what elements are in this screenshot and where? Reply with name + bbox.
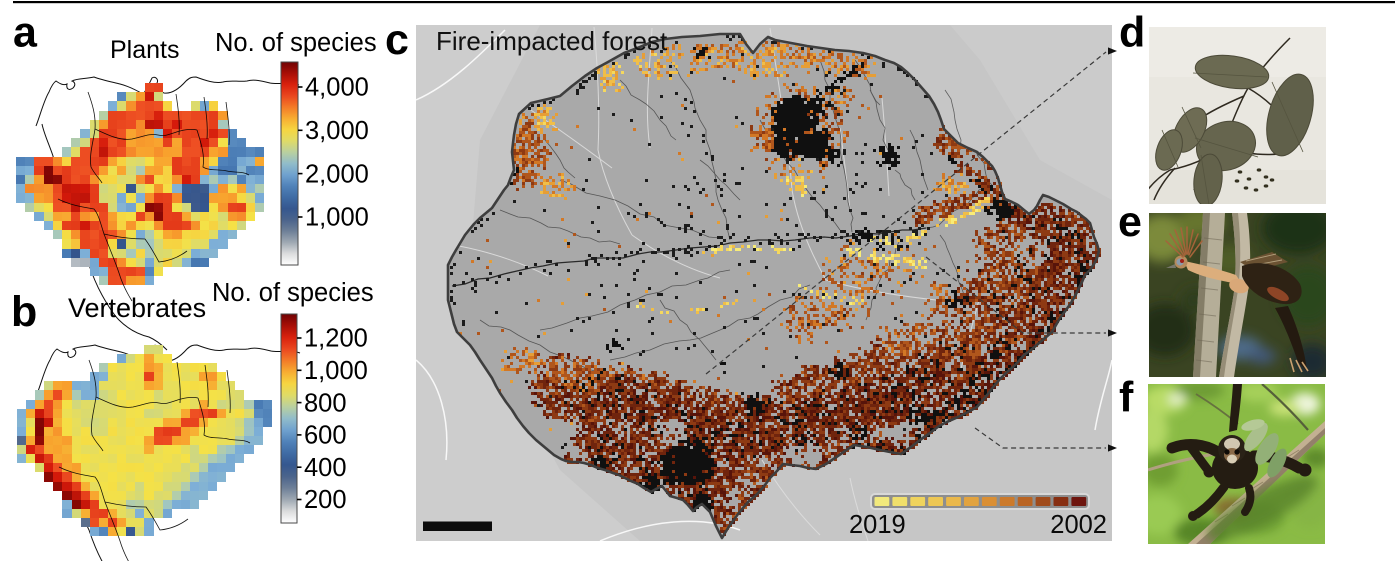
svg-text:3,000: 3,000 (305, 117, 369, 145)
svg-text:4,000: 4,000 (305, 74, 369, 102)
svg-text:Vertebrates: Vertebrates (68, 293, 206, 323)
svg-text:400: 400 (304, 454, 347, 482)
svg-text:d: d (1119, 9, 1145, 57)
svg-text:Plants: Plants (110, 36, 179, 64)
svg-text:600: 600 (304, 422, 347, 450)
svg-text:f: f (1119, 374, 1134, 422)
svg-text:200: 200 (304, 486, 347, 514)
svg-text:1,000: 1,000 (305, 204, 369, 232)
svg-text:e: e (1118, 198, 1142, 246)
svg-text:2,000: 2,000 (305, 160, 369, 188)
svg-text:1,000: 1,000 (304, 357, 368, 385)
svg-text:a: a (13, 9, 38, 57)
svg-text:b: b (11, 288, 37, 336)
svg-text:800: 800 (304, 389, 347, 417)
svg-text:2019: 2019 (849, 511, 906, 539)
svg-text:1,200: 1,200 (304, 325, 368, 353)
svg-text:No. of species: No. of species (215, 29, 377, 57)
svg-text:c: c (385, 16, 409, 64)
svg-text:2002: 2002 (1050, 511, 1107, 539)
svg-text:No. of species: No. of species (212, 279, 374, 307)
svg-text:Fire-impacted forest: Fire-impacted forest (436, 26, 668, 56)
